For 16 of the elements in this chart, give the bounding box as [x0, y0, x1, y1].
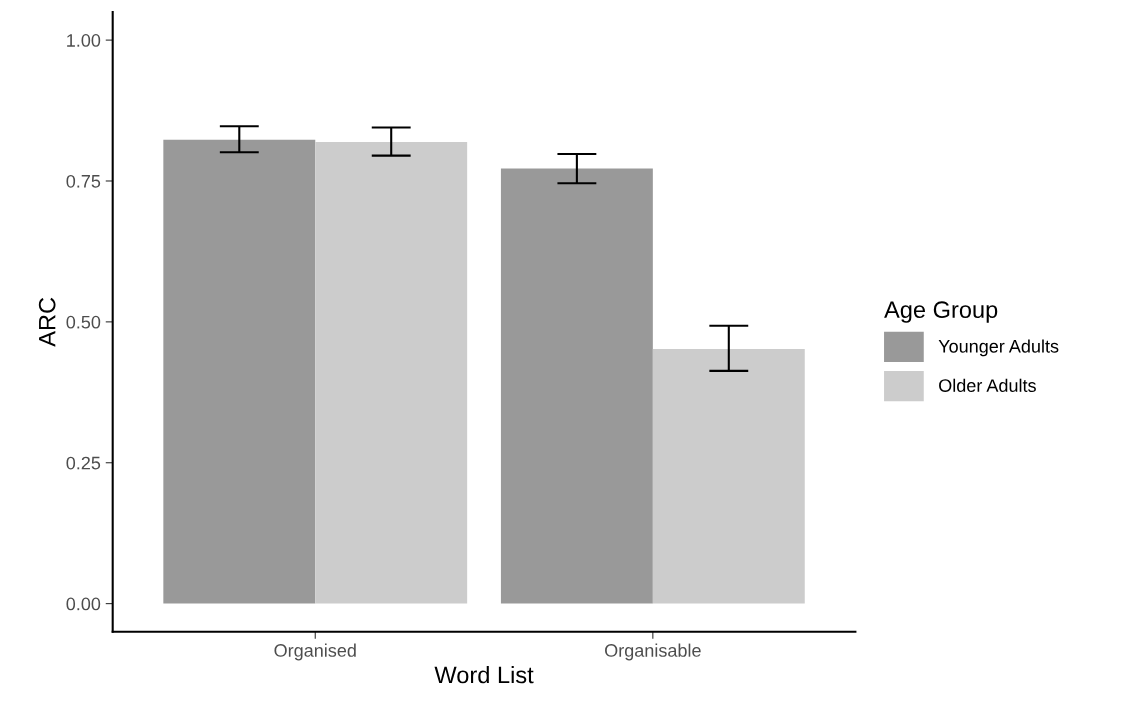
bar — [500, 168, 653, 604]
bar — [315, 142, 468, 604]
y-tick-label: 0.25 — [66, 456, 101, 470]
y-axis-title: ARC — [38, 297, 56, 347]
legend-title: Age Group — [884, 301, 998, 323]
bar — [652, 348, 805, 604]
bar — [163, 139, 316, 604]
y-tick-label: 1.00 — [67, 34, 101, 47]
x-axis-title: Word List — [434, 665, 534, 684]
legend-label: Older Adults — [939, 378, 1036, 392]
y-tick-label: 0.75 — [66, 174, 101, 188]
y-tick-label: 0.50 — [66, 315, 101, 329]
legend-label: Younger Adults — [938, 339, 1059, 357]
x-tick-label: Organisable — [605, 643, 701, 661]
y-tick-label: 0.00 — [66, 597, 101, 611]
x-tick-label: Organised — [274, 643, 356, 661]
